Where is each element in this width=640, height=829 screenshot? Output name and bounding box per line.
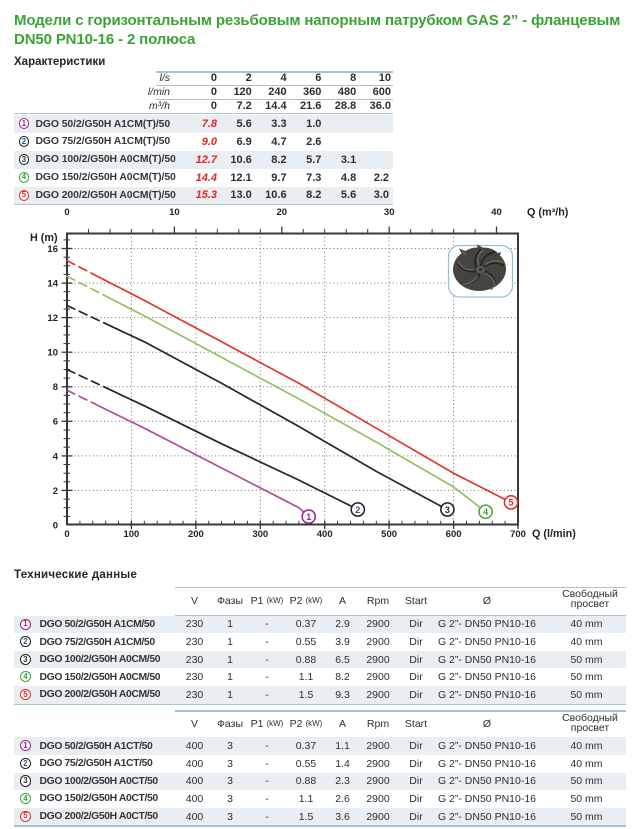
- svg-text:0: 0: [53, 520, 58, 531]
- svg-text:4: 4: [53, 451, 59, 462]
- svg-text:12: 12: [47, 313, 58, 324]
- svg-text:30: 30: [384, 207, 395, 218]
- svg-text:Q (m³/h): Q (m³/h): [527, 207, 569, 219]
- svg-text:600: 600: [446, 529, 462, 540]
- svg-text:0: 0: [64, 529, 69, 540]
- svg-text:200: 200: [188, 529, 204, 540]
- svg-text:Q (l/min): Q (l/min): [532, 528, 576, 540]
- svg-text:100: 100: [123, 529, 139, 540]
- svg-text:300: 300: [252, 529, 268, 540]
- svg-text:1: 1: [306, 512, 311, 522]
- svg-text:10: 10: [47, 348, 58, 359]
- svg-text:400: 400: [317, 529, 333, 540]
- svg-text:4: 4: [483, 507, 488, 517]
- svg-text:700: 700: [510, 529, 526, 540]
- svg-text:5: 5: [508, 498, 513, 508]
- svg-text:3: 3: [445, 505, 450, 515]
- svg-text:2: 2: [355, 505, 360, 515]
- svg-text:H (m): H (m): [30, 232, 58, 244]
- svg-text:14: 14: [47, 279, 58, 290]
- svg-text:16: 16: [47, 244, 58, 255]
- svg-text:0: 0: [64, 207, 69, 218]
- svg-text:10: 10: [169, 207, 180, 218]
- svg-text:6: 6: [53, 417, 58, 428]
- svg-text:500: 500: [381, 529, 397, 540]
- svg-text:20: 20: [277, 207, 288, 218]
- svg-text:8: 8: [53, 382, 58, 393]
- svg-text:2: 2: [53, 486, 58, 497]
- svg-text:40: 40: [491, 207, 502, 218]
